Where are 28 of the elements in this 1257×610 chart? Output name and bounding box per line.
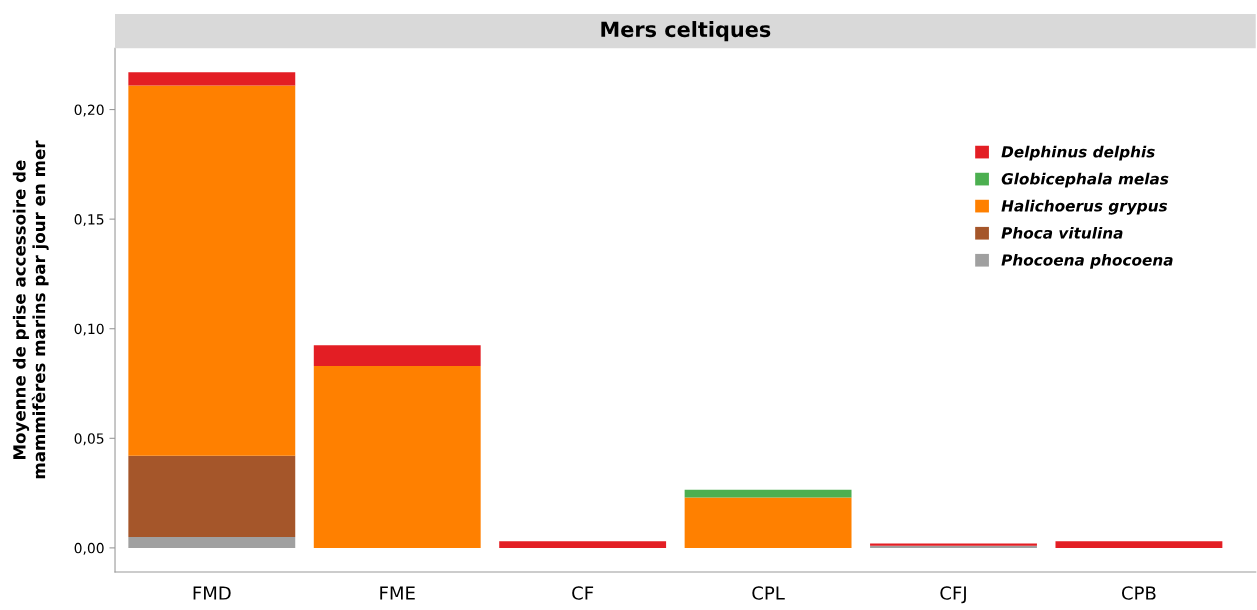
x-tick-label: FMD <box>193 586 231 600</box>
x-tick-label: CFJ <box>940 586 966 604</box>
y-tick-label: 0,15 <box>74 214 104 227</box>
bar <box>128 72 296 86</box>
legend-label: Phocoena phocoena <box>1001 253 1173 269</box>
bar <box>684 489 852 498</box>
bar <box>313 365 481 548</box>
legend-label: Halichoerus grypus <box>1001 199 1168 215</box>
y-tick-label: 0,10 <box>74 323 104 336</box>
bar <box>128 85 296 456</box>
bar <box>684 497 852 548</box>
y-tick-label: 0,00 <box>74 542 104 555</box>
legend-label: Delphinus delphis <box>1001 145 1155 161</box>
chart-title: Mers celtiques <box>601 21 771 42</box>
legend-label: Globicephala melas <box>1001 172 1169 188</box>
bar <box>128 536 296 548</box>
x-tick-label: CF <box>572 586 594 600</box>
bar <box>1055 541 1223 548</box>
x-tick-label: FME <box>380 586 415 600</box>
x-tick-label: CPL <box>752 586 785 600</box>
bar <box>313 345 481 366</box>
bar <box>128 455 296 537</box>
y-tick-label: 0,20 <box>74 104 104 117</box>
y-axis-title: Moyenne de prise accessoire de mammifères marins par jour en mer <box>12 140 49 479</box>
legend-label: Phoca vitulina <box>1001 226 1123 239</box>
bar <box>499 541 667 548</box>
x-tick-label: CPB <box>1122 586 1156 600</box>
y-tick-label: 0,05 <box>74 433 104 446</box>
